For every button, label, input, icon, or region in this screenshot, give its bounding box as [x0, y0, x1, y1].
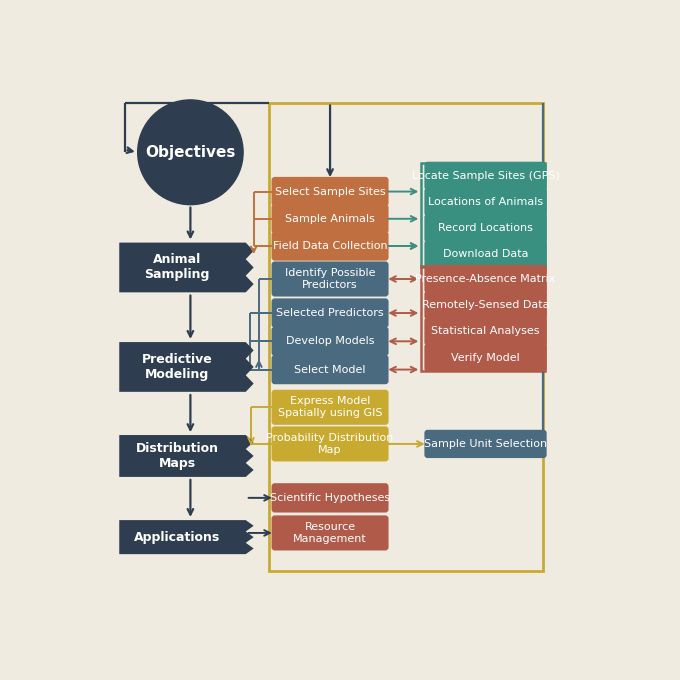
FancyBboxPatch shape — [271, 326, 388, 356]
FancyBboxPatch shape — [271, 299, 388, 328]
FancyBboxPatch shape — [271, 390, 388, 425]
Polygon shape — [119, 342, 254, 392]
Bar — [421, 163, 545, 267]
Polygon shape — [119, 435, 254, 477]
Text: Remotely-Sensed Data: Remotely-Sensed Data — [422, 300, 549, 310]
Text: Resource
Management: Resource Management — [293, 522, 367, 544]
Text: Locate Sample Sites (GPS): Locate Sample Sites (GPS) — [411, 171, 560, 181]
Polygon shape — [119, 243, 254, 292]
Text: Probability Distribution
Map: Probability Distribution Map — [267, 433, 394, 455]
Text: Field Data Collection: Field Data Collection — [273, 241, 388, 251]
FancyBboxPatch shape — [424, 317, 547, 345]
FancyBboxPatch shape — [271, 177, 388, 206]
FancyBboxPatch shape — [424, 162, 547, 190]
Text: Distribution
Maps: Distribution Maps — [136, 442, 219, 470]
Text: Select Model: Select Model — [294, 364, 366, 375]
Text: Select Sample Sites: Select Sample Sites — [275, 186, 386, 197]
Text: Scientific Hypotheses: Scientific Hypotheses — [270, 493, 390, 503]
Text: Predictive
Modeling: Predictive Modeling — [142, 353, 213, 381]
Text: Download Data: Download Data — [443, 250, 528, 259]
Text: Identify Possible
Predictors: Identify Possible Predictors — [285, 268, 375, 290]
FancyBboxPatch shape — [424, 291, 547, 320]
Text: Objectives: Objectives — [146, 145, 235, 160]
FancyBboxPatch shape — [271, 426, 388, 462]
FancyBboxPatch shape — [271, 355, 388, 384]
FancyBboxPatch shape — [271, 261, 388, 296]
Polygon shape — [119, 520, 254, 554]
FancyBboxPatch shape — [424, 343, 547, 372]
FancyBboxPatch shape — [271, 231, 388, 260]
Text: Record Locations: Record Locations — [438, 223, 533, 233]
FancyBboxPatch shape — [424, 188, 547, 216]
Text: Presence-Absence Matrix: Presence-Absence Matrix — [415, 274, 556, 284]
Text: Sample Unit Selection: Sample Unit Selection — [424, 439, 547, 449]
Text: Sample Animals: Sample Animals — [285, 214, 375, 224]
Text: Statistical Analyses: Statistical Analyses — [431, 326, 540, 337]
Text: Verify Model: Verify Model — [451, 352, 520, 362]
Text: Locations of Animals: Locations of Animals — [428, 197, 543, 207]
Text: Selected Predictors: Selected Predictors — [276, 308, 384, 318]
Bar — [269, 103, 543, 571]
FancyBboxPatch shape — [424, 214, 547, 242]
FancyBboxPatch shape — [271, 515, 388, 551]
FancyBboxPatch shape — [271, 483, 388, 513]
Text: Express Model
Spatially using GIS: Express Model Spatially using GIS — [278, 396, 382, 418]
FancyBboxPatch shape — [424, 430, 547, 458]
Text: Applications: Applications — [134, 530, 220, 543]
Bar — [421, 267, 545, 371]
Text: Animal
Sampling: Animal Sampling — [145, 254, 210, 282]
Text: Develop Models: Develop Models — [286, 337, 374, 346]
FancyBboxPatch shape — [271, 204, 388, 233]
FancyBboxPatch shape — [424, 240, 547, 269]
Circle shape — [137, 100, 243, 205]
FancyBboxPatch shape — [424, 265, 547, 293]
